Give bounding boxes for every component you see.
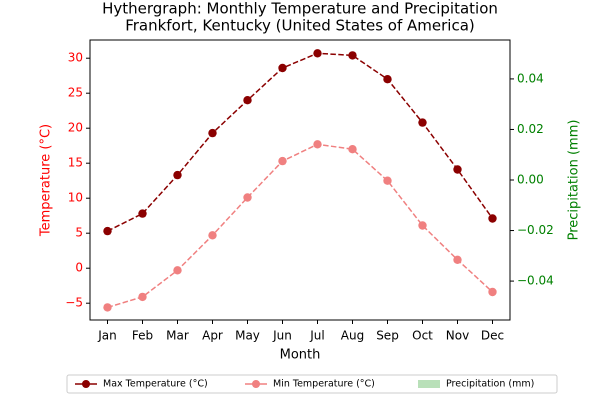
point — [453, 255, 462, 264]
point — [103, 226, 112, 236]
point — [173, 170, 182, 180]
point — [103, 303, 112, 312]
x-tick-label: Mar — [166, 329, 189, 343]
y-tick-label: 15 — [68, 156, 83, 170]
legend-marker — [82, 380, 90, 388]
legend-marker — [252, 380, 260, 388]
legend-swatch — [418, 380, 440, 388]
legend-label: Max Temperature (°C) — [103, 379, 208, 390]
point — [488, 287, 497, 297]
legend-box — [66, 374, 558, 394]
point — [383, 75, 392, 84]
point — [383, 176, 392, 185]
y-tick-label: 10 — [68, 191, 83, 205]
point — [243, 96, 252, 105]
x-tick-label: Jan — [97, 329, 117, 343]
x-tick-label: Jun — [272, 329, 292, 343]
point — [418, 221, 427, 230]
line — [107, 143, 494, 309]
x-axis-label: Month — [280, 348, 321, 363]
x-tick-label: Sep — [376, 329, 399, 343]
x-tick-label: Dec — [481, 329, 504, 343]
point — [453, 165, 462, 174]
y2-tick-label: 0.02 — [517, 122, 544, 136]
point — [173, 266, 182, 275]
chart-title: Hythergraph: Monthly Temperature and Pre… — [102, 0, 498, 18]
point — [208, 128, 217, 138]
point — [348, 51, 357, 60]
y-axis-label: Temperature (°C) — [39, 124, 54, 237]
point — [488, 214, 497, 223]
point — [313, 49, 322, 58]
point — [348, 145, 357, 154]
x-tick-label: Aug — [341, 329, 364, 343]
y-tick-label: 30 — [68, 51, 83, 65]
x-tick-label: Apr — [202, 329, 223, 343]
point — [138, 209, 147, 218]
y2-tick-label: −0.04 — [517, 274, 554, 288]
x-tick-label: Jul — [309, 329, 324, 343]
point — [138, 292, 147, 302]
y-tick-label: 20 — [68, 121, 83, 135]
point — [418, 118, 427, 127]
x-tick-label: May — [235, 329, 260, 343]
y-tick-label: −5 — [65, 296, 83, 310]
point — [208, 231, 217, 240]
legend: Max Temperature (°C) Min Temperature (°C)… — [66, 374, 558, 394]
y2-axis-label: Precipitation (mm) — [567, 120, 582, 241]
x-tick-label: Nov — [446, 329, 469, 343]
x-tick-label: Feb — [132, 329, 153, 343]
plot-frame — [89, 39, 511, 321]
point — [313, 140, 322, 149]
x-tick-label: Oct — [412, 329, 433, 343]
point — [278, 63, 287, 73]
line — [107, 52, 494, 232]
y2-tick-label: 0.04 — [517, 71, 544, 85]
point — [243, 193, 252, 202]
legend-label: Precipitation (mm) — [446, 379, 534, 390]
y2-tick-label: 0.00 — [517, 173, 544, 187]
y-tick-label: 0 — [75, 261, 83, 275]
y-tick-label: 5 — [75, 226, 83, 240]
y2-tick-label: −0.02 — [517, 223, 554, 237]
point — [278, 156, 287, 166]
chart-subtitle: Frankfort, Kentucky (United States of Am… — [125, 17, 475, 35]
legend-label: Min Temperature (°C) — [273, 379, 375, 390]
y-tick-label: 25 — [68, 86, 83, 100]
